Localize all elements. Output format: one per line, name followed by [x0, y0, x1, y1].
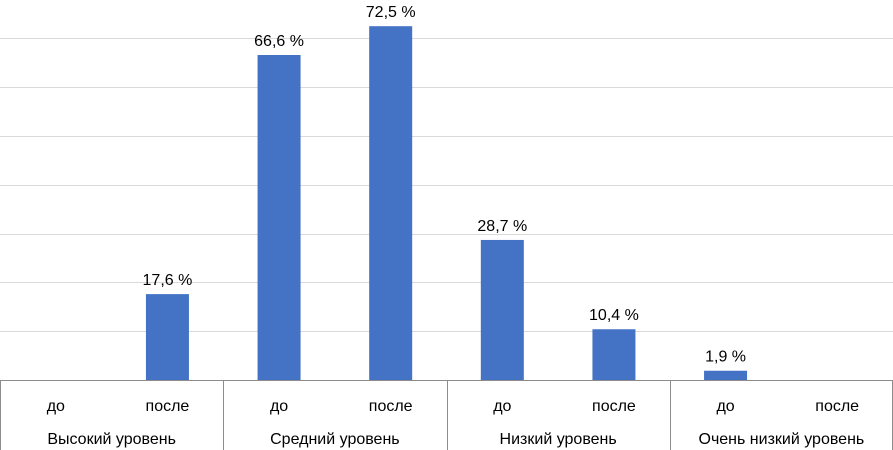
category-label: после: [815, 398, 859, 415]
group-label: Высокий уровень: [47, 431, 176, 448]
group-label: Очень низкий уровень: [699, 431, 865, 448]
category-label: до: [270, 398, 288, 415]
group-label: Низкий уровень: [500, 431, 617, 448]
bars: [145, 26, 748, 380]
data-label: 10,4 %: [589, 307, 639, 324]
category-label: после: [592, 398, 636, 415]
data-labels: 17,6 % 66,6 % 72,5 % 28,7 % 10,4 % 1,9 %: [143, 4, 746, 366]
category-label: после: [146, 398, 190, 415]
data-label: 72,5 %: [366, 4, 416, 21]
category-label: до: [716, 398, 734, 415]
category-label: после: [369, 398, 413, 415]
category-label: до: [493, 398, 511, 415]
bar: [592, 329, 636, 380]
bar: [704, 370, 748, 380]
group-label: Средний уровень: [270, 431, 400, 448]
category-axis: до после Высокий уровень до после Средний уро…: [0, 380, 893, 450]
data-label: 66,6 %: [254, 33, 304, 50]
category-label: до: [47, 398, 65, 415]
bar: [257, 54, 301, 380]
data-label: 1,9 %: [705, 349, 746, 366]
bar: [145, 294, 189, 380]
bar: [369, 26, 413, 380]
data-label: 17,6 %: [143, 272, 193, 289]
bar: [480, 239, 524, 380]
gridlines: [0, 38, 893, 332]
data-label: 28,7 %: [477, 218, 527, 235]
